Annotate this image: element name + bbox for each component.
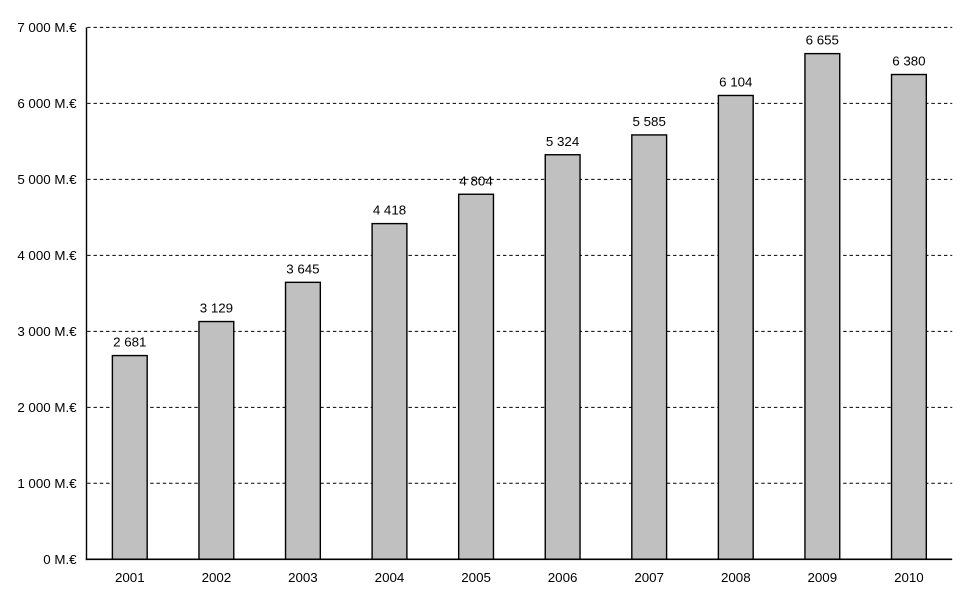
svg-text:3 000 M.€: 3 000 M.€ [17, 324, 77, 339]
svg-text:2010: 2010 [894, 570, 924, 585]
svg-text:6 655: 6 655 [806, 33, 839, 48]
svg-text:2004: 2004 [375, 570, 405, 585]
svg-text:2001: 2001 [115, 570, 145, 585]
svg-text:2007: 2007 [634, 570, 664, 585]
svg-text:2005: 2005 [461, 570, 491, 585]
svg-text:5 000 M.€: 5 000 M.€ [17, 172, 77, 187]
svg-text:5 585: 5 585 [633, 114, 666, 129]
svg-text:5 324: 5 324 [546, 134, 580, 149]
svg-text:6 380: 6 380 [892, 54, 925, 69]
svg-text:3 129: 3 129 [200, 301, 233, 316]
svg-text:2002: 2002 [202, 570, 232, 585]
svg-text:6 104: 6 104 [719, 75, 753, 90]
svg-text:2006: 2006 [548, 570, 578, 585]
svg-text:2008: 2008 [721, 570, 751, 585]
svg-text:2003: 2003 [288, 570, 318, 585]
svg-text:3 645: 3 645 [286, 261, 319, 276]
svg-text:2009: 2009 [807, 570, 837, 585]
svg-text:2 000 M.€: 2 000 M.€ [17, 400, 77, 415]
svg-text:1 000 M.€: 1 000 M.€ [17, 476, 77, 491]
svg-text:0 M.€: 0 M.€ [43, 552, 77, 567]
svg-text:4 804: 4 804 [459, 173, 493, 188]
svg-text:7 000 M.€: 7 000 M.€ [17, 20, 77, 35]
svg-text:4 418: 4 418 [373, 203, 406, 218]
svg-text:4 000 M.€: 4 000 M.€ [17, 248, 77, 263]
svg-text:2 681: 2 681 [113, 335, 146, 350]
svg-text:6 000 M.€: 6 000 M.€ [17, 96, 77, 111]
